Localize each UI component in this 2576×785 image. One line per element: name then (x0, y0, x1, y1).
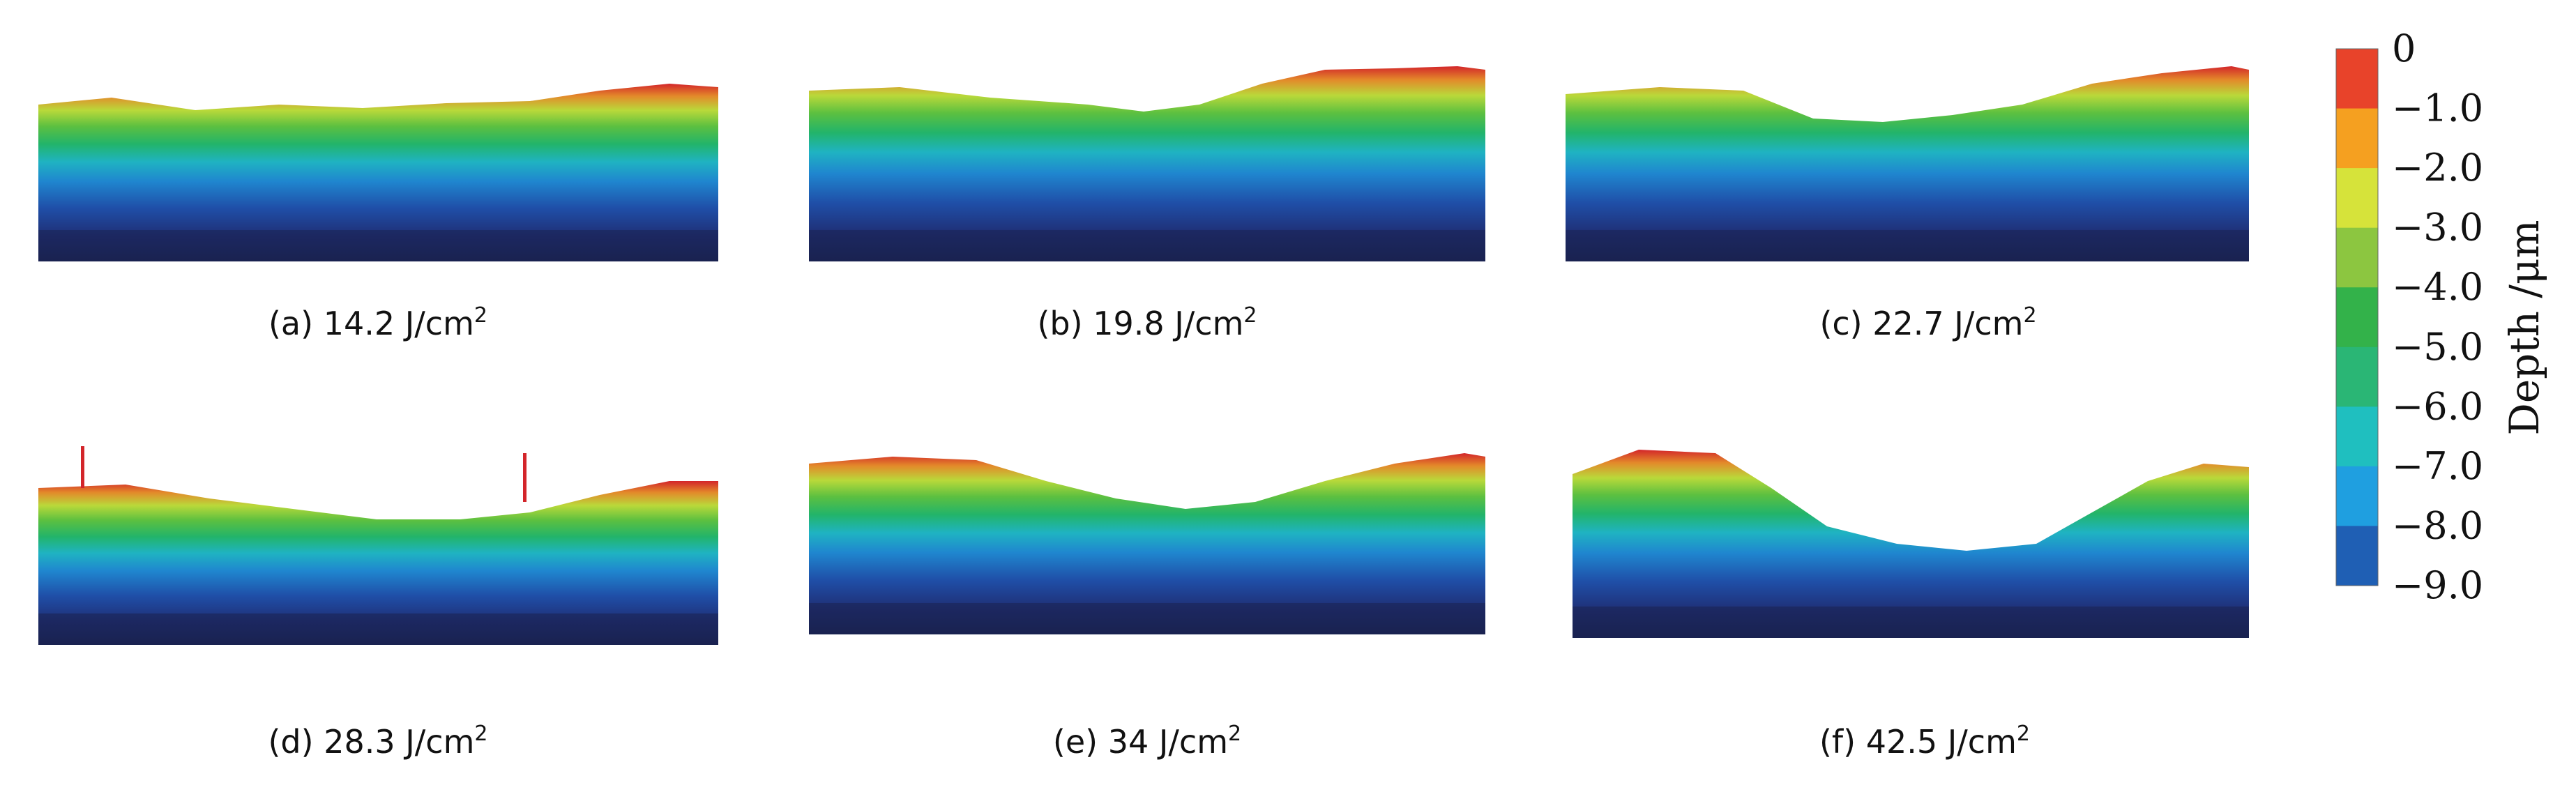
panel-caption-a: (a) 14.2 J/cm2 (268, 303, 487, 342)
colorbar-tick-label: −5.0 (2392, 325, 2483, 369)
colorbar-swatch (2336, 108, 2378, 169)
panel-caption-f: (f) 42.5 J/cm2 (1819, 722, 2030, 761)
colorbar-swatch (2336, 227, 2378, 288)
colorbar-frame (2335, 48, 2379, 586)
panel-caption-d: (d) 28.3 J/cm2 (268, 722, 487, 761)
colorbar-tick-label: −4.0 (2392, 265, 2483, 309)
colorbar-swatch (2336, 346, 2378, 407)
panel-caption-c: (c) 22.7 J/cm2 (1819, 303, 2036, 342)
colorbar-swatch (2336, 287, 2378, 348)
spike-d2 (523, 453, 526, 502)
colorbar-tick-label: −7.0 (2392, 444, 2483, 488)
surface-profile-d (38, 481, 718, 645)
surface-shadow-e (809, 603, 1485, 634)
surface-profile-e (809, 453, 1485, 634)
surface-shadow-a (38, 230, 718, 261)
colorbar-tick-label: −2.0 (2392, 146, 2483, 190)
colorbar-swatch (2336, 168, 2378, 229)
panel-a: (a) 14.2 J/cm2 (38, 84, 718, 342)
panel-f: (f) 42.5 J/cm2 (1573, 450, 2249, 761)
colorbar-swatch (2336, 49, 2378, 109)
colorbar: 0 −1.0 −2.0 −3.0 −4.0 −5.0 −6.0 −7.0 −8.0 −9.0 (2335, 26, 2483, 607)
surface-shadow-f (1573, 607, 2249, 638)
panel-b: (b) 19.8 J/cm2 (809, 66, 1485, 342)
surface-profile-a (38, 84, 718, 261)
panel-e: (e) 34 J/cm2 (809, 453, 1485, 761)
colorbar-label: Depth /μm (2501, 220, 2548, 435)
surface-shadow-b (809, 230, 1485, 261)
surface-profile-b (809, 66, 1485, 261)
panel-d: (d) 28.3 J/cm2 (38, 446, 718, 761)
colorbar-tick-label: 0 (2392, 26, 2416, 70)
surface-shadow-d (38, 613, 718, 645)
surface-shadow-c (1566, 230, 2249, 261)
surface-profile-c (1566, 66, 2249, 261)
colorbar-tick-label: −1.0 (2392, 86, 2483, 130)
colorbar-tick-label: −8.0 (2392, 503, 2483, 547)
panel-c: (c) 22.7 J/cm2 (1566, 66, 2249, 342)
panel-caption-b: (b) 19.8 J/cm2 (1037, 303, 1257, 342)
panel-caption-e: (e) 34 J/cm2 (1053, 722, 1241, 761)
colorbar-swatch (2336, 466, 2378, 526)
colorbar-swatch (2336, 406, 2378, 467)
colorbar-tick-label: −6.0 (2392, 384, 2483, 428)
colorbar-swatch (2336, 526, 2378, 586)
surface-profile-f (1573, 450, 2249, 638)
colorbar-tick-label: −9.0 (2392, 563, 2483, 607)
spike-d1 (81, 446, 84, 488)
colorbar-tick-label: −3.0 (2392, 206, 2483, 250)
